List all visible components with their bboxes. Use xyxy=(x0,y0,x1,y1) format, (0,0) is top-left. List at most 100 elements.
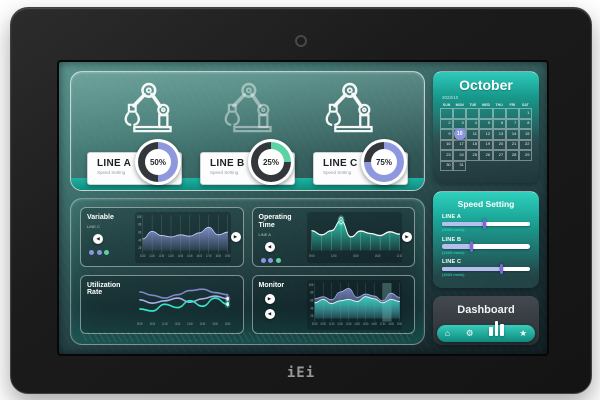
svg-text:12:00: 12:00 xyxy=(330,254,336,259)
slider-value: (1500 mm/s) xyxy=(442,249,465,255)
svg-text:18:00: 18:00 xyxy=(388,321,394,326)
arrow-left-icon: ◀ xyxy=(96,235,100,241)
calendar-panel: October 2022/10 SUN MON TUE WED THU FRI SAT 1 2 3… xyxy=(433,71,539,183)
calendar-day-cell[interactable]: 1 xyxy=(518,108,532,119)
svg-text:09:00: 09:00 xyxy=(311,321,317,326)
calendar-day-cell[interactable]: 10 xyxy=(453,128,467,141)
robot-arm-icon xyxy=(218,79,276,137)
calendar-day-cell[interactable]: 26 xyxy=(479,150,493,161)
slider-value: (4500 mm/s) xyxy=(442,272,465,277)
calendar-day-cell[interactable]: 9 xyxy=(440,129,454,140)
dashboard-panel: Dashboard ⌂ ⚙ ★ xyxy=(433,296,539,345)
calendar-day-cell[interactable]: 5 xyxy=(479,118,493,129)
monitor-chart-card: Monitor ▶ ◀ 100 80 60 40 20 09:00 10:00 11:00 12… xyxy=(251,274,415,334)
calendar-day-cell[interactable]: 8 xyxy=(518,118,532,129)
calendar-day-cell[interactable]: 25 xyxy=(466,150,480,161)
calendar-day-cell[interactable]: 20 xyxy=(492,139,506,150)
line-a-card: LINE A Speed Setting 50% xyxy=(87,139,182,186)
calendar-day-header: SUN xyxy=(442,103,451,107)
svg-text:18:00: 18:00 xyxy=(374,254,380,259)
calendar-day-header: TUE xyxy=(469,103,477,107)
svg-text:11:00: 11:00 xyxy=(328,321,334,326)
svg-text:10:00: 10:00 xyxy=(320,321,326,326)
calendar-day-cell[interactable]: 2 xyxy=(440,118,454,129)
next-arrow-button[interactable]: ▶ xyxy=(264,294,275,305)
chart-subtitle: LINE A xyxy=(258,231,271,237)
calendar-day-cell xyxy=(479,161,492,172)
svg-text:20: 20 xyxy=(138,246,141,251)
main-content: LINE A Speed Setting 50% LINE B Speed Se… xyxy=(70,71,425,345)
svg-text:11:00: 11:00 xyxy=(149,254,155,259)
stats-icon[interactable] xyxy=(489,321,504,336)
svg-text:10:00: 10:00 xyxy=(150,321,156,326)
calendar-day-cell[interactable]: 24 xyxy=(453,150,467,161)
svg-text:19:00: 19:00 xyxy=(396,321,402,326)
prev-arrow-button[interactable]: ◀ xyxy=(93,233,103,244)
svg-text:19:00: 19:00 xyxy=(225,254,231,259)
calendar-day-cell[interactable]: 14 xyxy=(505,129,519,140)
svg-text:15:00: 15:00 xyxy=(362,321,368,326)
slider-thumb[interactable] xyxy=(469,241,473,252)
calendar-day-cell[interactable]: 6 xyxy=(492,118,506,129)
calendar-day-cell[interactable]: 11 xyxy=(466,129,480,140)
calendar-day-cell[interactable]: 30 xyxy=(440,160,454,171)
next-arrow-button[interactable]: ▶ xyxy=(230,232,241,243)
robot-arm-icon xyxy=(118,79,176,137)
line-c-speed-slider[interactable] xyxy=(442,263,530,274)
svg-text:80: 80 xyxy=(138,222,141,227)
calendar-day-header: WED xyxy=(481,103,491,107)
calendar-day-cell[interactable]: 4 xyxy=(466,118,480,129)
line-b-speed-slider[interactable] xyxy=(442,241,530,252)
calendar-day-cell[interactable]: 17 xyxy=(453,139,467,150)
calendar-day-cell[interactable]: 19 xyxy=(479,139,493,150)
chart-subtitle: LINE C xyxy=(87,223,100,229)
line-sublabel: Speed Setting xyxy=(323,170,352,176)
next-arrow-button[interactable]: ▶ xyxy=(402,232,412,243)
gauge-percent: 50% xyxy=(145,149,171,176)
calendar-day-cell xyxy=(440,108,454,119)
calendar-selected-day[interactable]: 10 xyxy=(453,128,466,141)
svg-text:40: 40 xyxy=(138,238,141,243)
slider-thumb[interactable] xyxy=(500,263,504,274)
line-c-speed-gauge: 75% xyxy=(361,139,407,186)
calendar-day-cell[interactable]: 23 xyxy=(440,150,454,161)
line-a-speed-gauge: 50% xyxy=(135,139,181,186)
calendar-day-cell[interactable]: 12 xyxy=(479,129,493,140)
calendar-day-cell[interactable]: 28 xyxy=(505,150,519,161)
gauge-percent: 25% xyxy=(258,149,284,176)
sidebar: October 2022/10 SUN MON TUE WED THU FRI SAT 1 2 3… xyxy=(433,71,539,345)
line-a-speed-slider[interactable] xyxy=(442,218,530,229)
svg-text:12:00: 12:00 xyxy=(175,321,181,326)
calendar-day-cell[interactable]: 18 xyxy=(466,139,480,150)
charts-panel: Variable LINE C ◀ 100 80 60 40 20 10:00 11:00 1… xyxy=(70,198,425,345)
slider-thumb[interactable] xyxy=(482,218,486,229)
calendar-day-cell xyxy=(466,108,480,119)
line-c-card: LINE C Speed Setting 75% xyxy=(313,139,408,186)
calendar-day-header: THU xyxy=(495,103,503,107)
iei-brand-logo: iEi xyxy=(286,365,316,381)
star-icon[interactable]: ★ xyxy=(519,328,528,339)
svg-text:21:00: 21:00 xyxy=(396,254,402,259)
calendar-day-cell[interactable]: 21 xyxy=(505,139,519,150)
gauge-percent: 75% xyxy=(371,149,397,176)
svg-text:09:00: 09:00 xyxy=(137,321,143,326)
speed-setting-panel: Speed Setting LINE A (3000 mm/s) LINE B … xyxy=(433,191,539,288)
utilization-rate-chart-card: Utilization Rate 09:00 10:00 11:00 12:00 13:… xyxy=(80,274,244,334)
calendar-day-cell[interactable]: 15 xyxy=(518,129,532,140)
calendar-day-cell[interactable]: 27 xyxy=(492,150,506,161)
prev-arrow-button[interactable]: ◀ xyxy=(264,241,275,252)
calendar-day-cell[interactable]: 22 xyxy=(518,139,532,150)
gear-icon[interactable]: ⚙ xyxy=(465,328,474,339)
calendar-day-cell[interactable]: 31 xyxy=(453,160,467,171)
calendar-day-cell[interactable]: 7 xyxy=(505,118,519,129)
calendar-day-cell xyxy=(506,161,519,172)
prev-arrow-button[interactable]: ◀ xyxy=(264,309,275,320)
calendar-day-cell[interactable]: 13 xyxy=(492,129,506,140)
pagination-dots[interactable] xyxy=(89,249,132,255)
arrow-right-icon: ▶ xyxy=(233,234,238,240)
home-icon[interactable]: ⌂ xyxy=(444,328,451,339)
calendar-day-cell[interactable]: 29 xyxy=(518,150,532,161)
pagination-dots[interactable] xyxy=(260,257,304,263)
calendar-day-cell[interactable]: 16 xyxy=(440,139,454,150)
arrow-left-icon: ◀ xyxy=(267,243,272,249)
